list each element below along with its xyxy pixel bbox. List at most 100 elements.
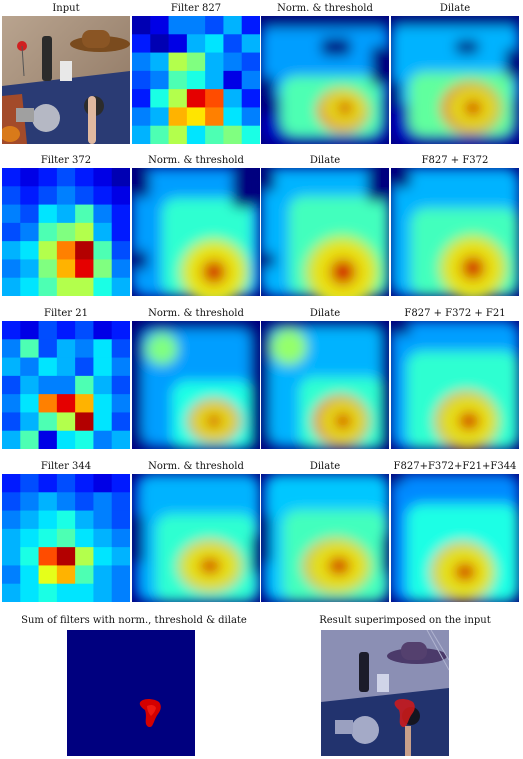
cell-dilate-21: Dilate bbox=[261, 307, 389, 449]
grid-cell bbox=[20, 492, 39, 511]
input-photo-drawing bbox=[2, 16, 130, 144]
grid-cell bbox=[150, 89, 169, 108]
heat-hole bbox=[232, 168, 260, 208]
sum-all-map bbox=[391, 474, 519, 602]
grid-cell bbox=[186, 89, 206, 108]
grid-cell bbox=[150, 34, 169, 53]
grid-cell bbox=[111, 547, 130, 566]
heat-core bbox=[206, 415, 222, 427]
grid-cell bbox=[132, 52, 151, 72]
grid-cell bbox=[111, 241, 130, 260]
grid-cell bbox=[205, 89, 224, 108]
grid-cell bbox=[132, 125, 151, 144]
grid-cell bbox=[168, 125, 188, 144]
grid-cell bbox=[20, 204, 39, 224]
heat-hole bbox=[261, 168, 275, 192]
grid-cell bbox=[223, 34, 243, 53]
grid-cell bbox=[56, 492, 76, 511]
grid-cell bbox=[111, 474, 130, 493]
grid-cell bbox=[93, 357, 113, 377]
cell-sum-3: F827 + F372 + F21 bbox=[391, 307, 519, 449]
cell-filter-372: Filter 372 bbox=[2, 154, 130, 296]
grid-cell bbox=[20, 186, 39, 205]
grid-cell bbox=[186, 125, 206, 144]
grid-cell bbox=[75, 492, 94, 511]
grid-cell bbox=[186, 70, 206, 90]
cell-filter-827: Filter 827 bbox=[132, 2, 260, 144]
heat-hole bbox=[261, 76, 275, 116]
heat-hole bbox=[132, 250, 148, 270]
caption: F827 + F372 + F21 bbox=[404, 308, 506, 319]
grid-cell bbox=[111, 222, 130, 242]
grid-cell bbox=[2, 492, 21, 511]
grid-cell bbox=[75, 528, 94, 548]
grid-cell bbox=[20, 528, 39, 548]
grid-cell bbox=[20, 394, 39, 413]
dilate-827-map bbox=[391, 16, 519, 144]
dilate-344-map bbox=[261, 474, 389, 602]
cell-norm-827: Norm. & threshold bbox=[261, 2, 389, 144]
heat-hole bbox=[261, 321, 389, 327]
grid-cell bbox=[20, 259, 39, 279]
grid-cell bbox=[20, 241, 39, 260]
grid-cell bbox=[205, 70, 224, 90]
grid-cell bbox=[205, 107, 224, 127]
caption: Norm. & threshold bbox=[148, 308, 244, 319]
grid-cell bbox=[75, 583, 94, 602]
heat-hole bbox=[391, 16, 519, 26]
heat-core bbox=[331, 260, 355, 284]
grid-cell bbox=[93, 222, 113, 242]
caption: Norm. & threshold bbox=[148, 461, 244, 472]
grid-cell bbox=[20, 321, 39, 340]
cell-norm-21: Norm. & threshold bbox=[132, 307, 260, 449]
grid-cell bbox=[75, 168, 94, 187]
grid-cell bbox=[2, 474, 21, 493]
grid-cell bbox=[2, 259, 21, 279]
heat-hole bbox=[391, 80, 401, 110]
grid-cell bbox=[93, 583, 113, 602]
grid-cell bbox=[93, 394, 113, 413]
grid-cell bbox=[2, 168, 21, 187]
grid-cell bbox=[38, 222, 58, 242]
norm-threshold-827-map bbox=[261, 16, 389, 144]
grid-cell bbox=[93, 241, 113, 260]
grid-cell bbox=[111, 583, 130, 602]
heat-hole bbox=[132, 168, 150, 198]
grid-cell bbox=[2, 277, 21, 296]
grid-cell bbox=[111, 412, 130, 432]
mask-image bbox=[67, 630, 195, 756]
grid-cell bbox=[56, 168, 76, 187]
grid-cell bbox=[150, 125, 169, 144]
grid-cell bbox=[111, 565, 130, 585]
grid-cell bbox=[93, 375, 113, 395]
grid-cell bbox=[93, 528, 113, 548]
grid-cell bbox=[168, 107, 188, 127]
grid-cell bbox=[223, 52, 243, 72]
grid-cell bbox=[223, 107, 243, 127]
sum-827-372-map bbox=[391, 168, 519, 296]
cell-dilate-372: Dilate bbox=[261, 154, 389, 296]
grid-cell bbox=[75, 375, 94, 395]
grid-cell bbox=[75, 430, 94, 449]
heat-hole bbox=[132, 514, 144, 564]
grid-cell bbox=[93, 168, 113, 187]
grid-cell bbox=[38, 259, 58, 279]
cell-filter-21: Filter 21 bbox=[2, 307, 130, 449]
grid-cell bbox=[75, 412, 94, 432]
mask-drawing bbox=[67, 630, 195, 756]
input-photo bbox=[2, 16, 130, 144]
grid-cell bbox=[205, 34, 224, 53]
grid-cell bbox=[205, 52, 224, 72]
grid-cell bbox=[168, 52, 188, 72]
grid-cell bbox=[56, 321, 76, 340]
grid-cell bbox=[2, 204, 21, 224]
grid-cell bbox=[2, 222, 21, 242]
grid-cell bbox=[38, 241, 58, 260]
grid-cell bbox=[2, 565, 21, 585]
cell-norm-344: Norm. & threshold bbox=[132, 460, 260, 602]
grid-cell bbox=[241, 107, 260, 127]
overlay-drawing bbox=[321, 630, 449, 756]
heat-hole bbox=[381, 321, 389, 449]
grid-cell bbox=[2, 241, 21, 260]
grid-cell bbox=[56, 474, 76, 493]
